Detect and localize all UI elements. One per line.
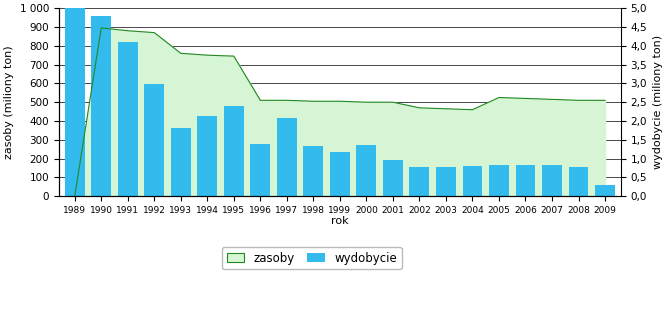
Bar bbox=[197, 116, 217, 196]
Y-axis label: wydobycie (miliony ton): wydobycie (miliony ton) bbox=[653, 35, 663, 169]
Bar bbox=[568, 167, 588, 196]
Legend: zasoby, wydobycie: zasoby, wydobycie bbox=[222, 247, 402, 269]
Bar bbox=[436, 167, 456, 196]
Bar bbox=[277, 118, 297, 196]
Y-axis label: zasoby (miliony ton): zasoby (miliony ton) bbox=[4, 45, 14, 159]
Bar bbox=[516, 165, 536, 196]
Bar bbox=[410, 167, 430, 196]
Bar bbox=[383, 160, 403, 196]
Bar bbox=[595, 185, 615, 196]
Bar bbox=[542, 165, 562, 196]
Bar bbox=[91, 16, 111, 196]
X-axis label: rok: rok bbox=[331, 216, 349, 226]
Bar bbox=[356, 144, 376, 196]
Bar bbox=[65, 8, 85, 196]
Bar bbox=[330, 152, 350, 196]
Bar bbox=[144, 84, 164, 196]
Bar bbox=[171, 127, 191, 196]
Bar bbox=[303, 146, 323, 196]
Bar bbox=[489, 165, 509, 196]
Bar bbox=[224, 106, 243, 196]
Bar bbox=[250, 144, 270, 196]
Bar bbox=[462, 166, 482, 196]
Bar bbox=[118, 42, 137, 196]
